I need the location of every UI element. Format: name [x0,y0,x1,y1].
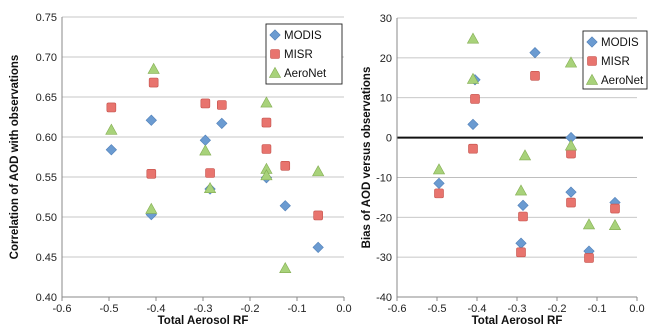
data-point-modis [279,200,291,212]
y-tick-label: 20 [380,53,392,65]
data-point-misr [200,98,211,109]
y-tick-label: 0.75 [36,12,57,24]
data-point-misr [530,70,540,81]
data-point-aeronet [432,163,446,175]
y-axis-label: Correlation of AOD with observations [9,55,21,260]
legend-label-aeronet: AeroNet [284,68,327,80]
data-point-aeronet [564,56,578,68]
data-point-modis [467,118,479,131]
y-tick-label: 0.40 [36,292,57,304]
data-point-aeronet [260,169,273,181]
y-tick-label: 0.70 [36,52,57,64]
legend-label-modis: MODIS [601,37,639,49]
data-point-modis [145,114,157,126]
data-point-aeronet [105,123,118,135]
legend-label-modis: MODIS [284,30,322,42]
data-point-aeronet [312,165,325,177]
data-point-modis [105,144,117,156]
x-tick-label: -0.4 [468,303,487,315]
y-tick-label: -10 [376,172,392,184]
data-point-misr [470,94,480,104]
data-point-aeronet [260,96,273,108]
data-point-aeronet [199,144,212,156]
x-tick-label: -0.1 [588,303,607,315]
x-tick-label: 0.0 [629,303,644,315]
data-point-misr [205,168,215,178]
y-tick-label: 0.55 [36,172,57,184]
x-axis-label: Total Aerosol RF [472,315,563,326]
data-point-modis [565,186,577,198]
y-axis-label: Bias of AOD versus observations [361,67,373,249]
y-tick-label: 0.65 [36,92,57,104]
x-tick-label: -0.4 [147,303,166,315]
legend-swatch-misr [270,49,280,59]
x-tick-label: -0.1 [288,303,307,315]
data-point-misr [146,169,157,179]
legend-label-misr: MISR [601,56,630,68]
y-tick-label: 0.60 [36,132,57,144]
data-point-aeronet [203,181,217,193]
legend-swatch-modis [269,29,281,41]
y-tick-label: -20 [376,212,392,224]
data-point-modis [312,241,324,254]
bias-chart-panel: -40 -30 -20 -10 0 10 20 30 -0.6 -0.5 -0.4 -0.3 -0.2 -… [361,13,648,326]
legend-swatch-aeronet [268,66,282,78]
data-point-misr [106,102,117,113]
x-tick-label: -0.5 [428,303,447,315]
legend-label-misr: MISR [284,49,313,61]
y-tick-label: 0.50 [36,212,57,224]
data-point-aeronet [279,261,292,273]
data-point-aeronet [518,149,532,161]
data-point-aeronet [564,139,578,151]
data-point-misr [261,144,272,154]
legend-swatch-misr [587,56,597,66]
correlation-chart-panel: 0.40 0.45 0.50 0.55 0.60 0.65 0.70 0.75 -0.6 -0.5… [9,12,352,326]
legend-label-aeronet: AeroNet [601,75,644,87]
data-point-misr [434,188,444,199]
x-axis-label: Total Aerosol RF [158,315,249,326]
x-tick-label: -0.2 [241,303,260,315]
x-tick-label: -0.3 [194,303,213,315]
data-point-modis [517,199,529,211]
data-point-misr [566,197,576,208]
data-point-misr [217,100,227,110]
data-point-misr [566,148,576,159]
y-tick-label: 0 [386,133,392,145]
data-point-misr [148,77,159,88]
x-tick-label: -0.6 [388,303,407,315]
data-point-aeronet [582,218,596,230]
data-point-aeronet [145,202,158,214]
x-tick-label: -0.2 [548,303,567,315]
data-point-misr [518,211,528,222]
x-tick-label: 0.0 [336,303,351,315]
y-tick-label: 10 [380,93,392,105]
x-tick-label: -0.5 [100,303,119,315]
data-point-misr [313,210,323,221]
legend-swatch-modis [586,36,598,48]
data-point-misr [261,117,272,128]
x-tick-label: -0.3 [508,303,527,315]
legend: MODIS MISR AeroNet [265,23,343,85]
data-point-misr [468,143,478,154]
legend-swatch-aeronet [585,73,599,85]
data-point-aeronet [466,32,480,44]
data-point-aeronet [466,72,480,84]
data-point-misr [516,247,526,258]
data-point-modis [529,47,541,59]
x-tick-label: -0.6 [53,303,72,315]
data-point-aeronet [147,62,160,74]
data-point-misr [584,253,594,263]
y-tick-label: -40 [376,292,392,304]
y-tick-label: -30 [376,252,392,264]
data-point-aeronet [608,219,622,231]
data-point-misr [280,161,291,171]
y-tick-label: 30 [380,13,392,25]
legend: MODIS MISR AeroNet [582,30,648,90]
data-point-aeronet [514,184,528,196]
y-tick-label: 0.45 [36,252,57,264]
data-point-misr [610,203,620,214]
data-point-modis [216,117,228,130]
